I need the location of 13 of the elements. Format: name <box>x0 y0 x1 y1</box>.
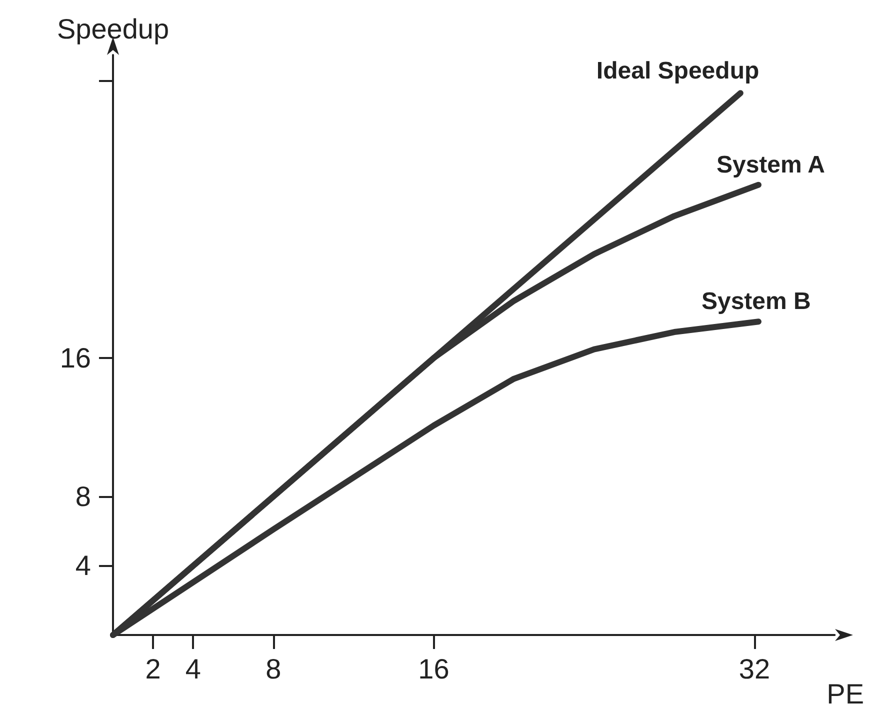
x-tick-label: 8 <box>266 654 282 684</box>
x-tick-label: 2 <box>145 654 161 684</box>
x-tick-label: 16 <box>418 654 450 684</box>
y-tick-label: 8 <box>75 480 91 512</box>
series-label: Ideal Speedup <box>596 58 760 85</box>
series-label: System A <box>716 151 825 178</box>
y-tick-label: 4 <box>75 550 91 582</box>
x-axis-title: PE <box>826 678 864 710</box>
series-label: System B <box>701 288 811 316</box>
x-tick-label: 4 <box>185 654 201 684</box>
y-axis-title: Speedup <box>56 14 170 44</box>
y-tick-label: 16 <box>60 342 91 374</box>
x-tick-label: 32 <box>738 654 770 684</box>
